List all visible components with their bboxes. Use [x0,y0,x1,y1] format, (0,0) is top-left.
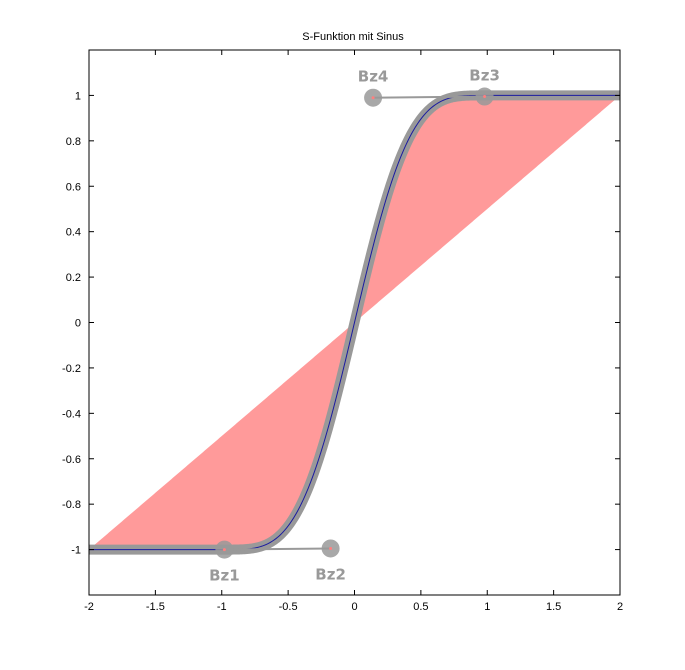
control-line [373,95,485,99]
control-line [224,547,331,551]
x-tick-label: -0.5 [279,601,298,613]
y-tick-label: 0.6 [66,181,81,193]
control-point-center [222,548,226,552]
chart-title: S-Funktion mit Sinus [302,31,404,43]
x-tick-label: 1.5 [546,601,561,613]
plot-area: Bz1 Bz2 Bz3 Bz4 -2 -1.5 -1 -0.5 0 0.5 1 1.5 2 -1 -0.8 -… [62,49,624,613]
y-tick-label: 1 [75,90,81,102]
y-tick-label: -0.8 [62,499,81,511]
control-point-center [371,96,375,100]
curve-line [89,94,620,551]
y-tick-label: 0.8 [66,136,81,148]
control-point-label: Bz3 [469,67,500,85]
x-tick-label: 0.5 [413,601,428,613]
x-tick-label: -1.5 [146,601,165,613]
y-tick-label: 0.2 [66,272,81,284]
control-point-label: Bz4 [358,68,389,86]
y-tick-label: 0 [75,318,81,330]
x-tick-label: -2 [84,601,94,613]
x-tick-label: 0 [351,601,357,613]
control-point-label: Bz1 [209,567,240,585]
x-tick-label: -1 [217,601,227,613]
y-tick-label: 0.4 [66,227,81,239]
y-tick-label: -0.2 [62,363,81,375]
control-point-center [483,95,487,99]
control-point-label: Bz2 [315,565,346,583]
control-point-center [329,546,333,550]
y-tick-label: -1 [71,545,81,557]
x-tick-label: 2 [617,601,623,613]
y-tick-label: -0.4 [62,408,81,420]
y-tick-label: -0.6 [62,454,81,466]
x-tick-label: 1 [484,601,490,613]
